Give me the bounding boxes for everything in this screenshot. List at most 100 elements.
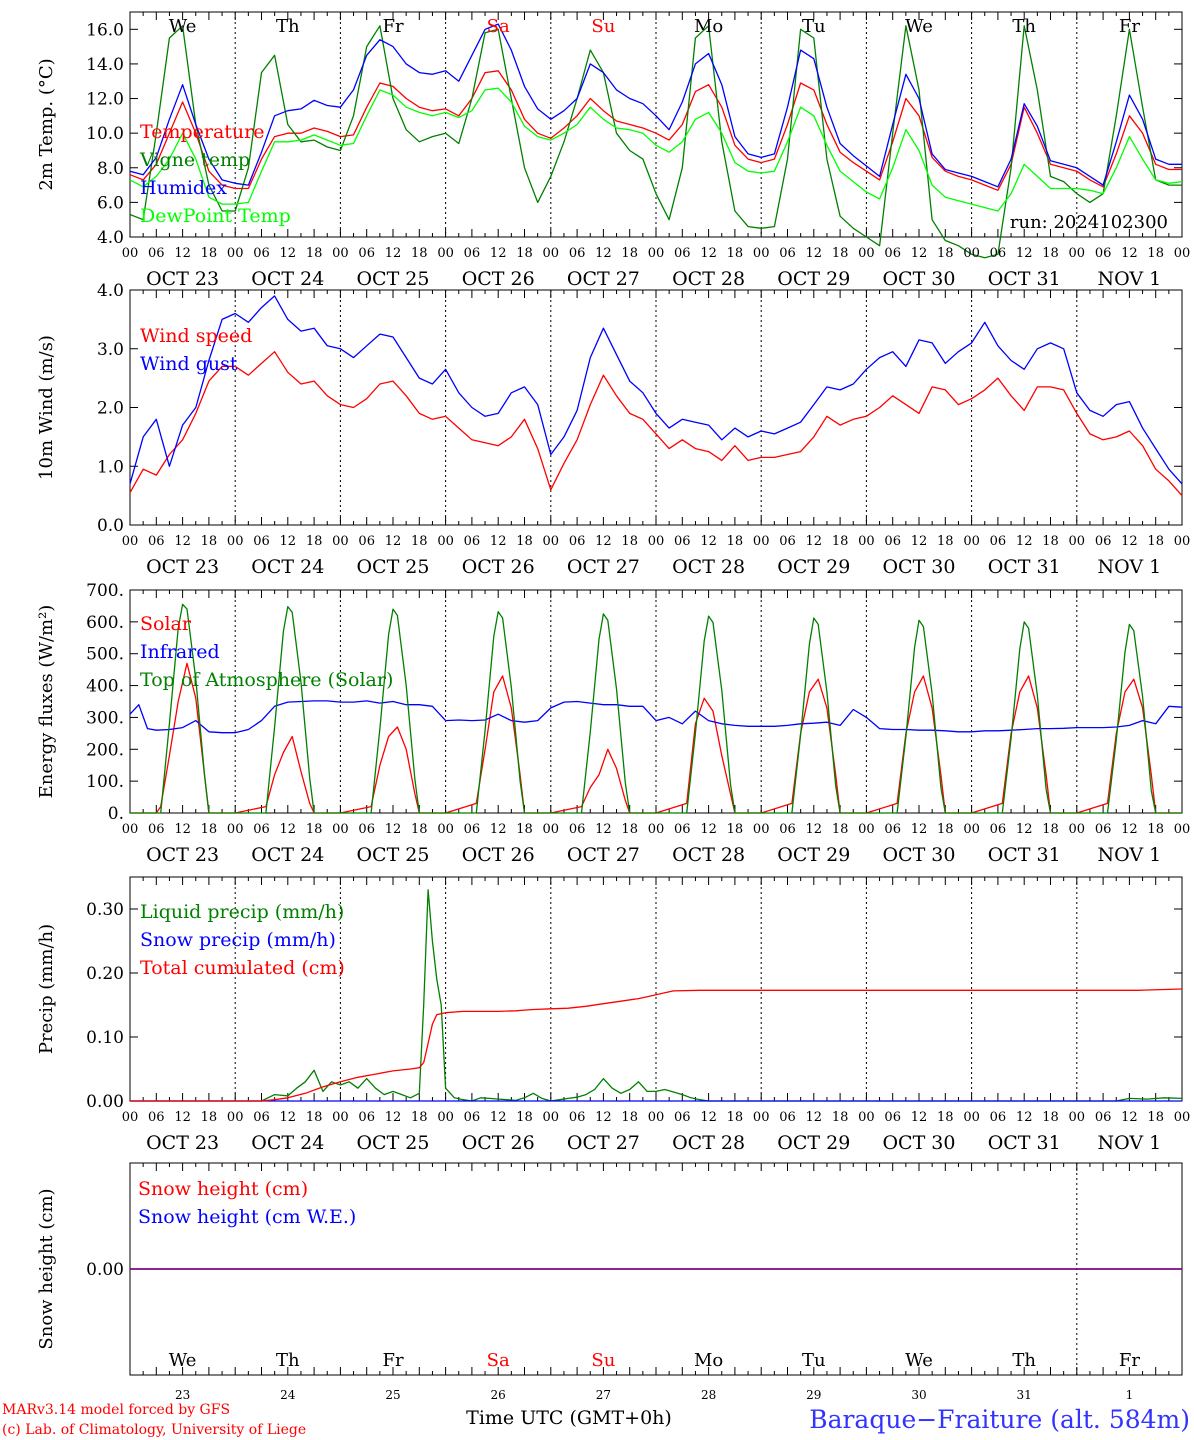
y-tick-label: 3.0 [97, 340, 124, 360]
hour-tick-label: 06 [1095, 1110, 1112, 1125]
temperature-panel: 4.0 6.0 8.0 10.0 12.0 14.0 16.0 2m Temp. (°C) Te… [36, 11, 1190, 290]
hour-tick-label: 12 [806, 822, 823, 837]
date-label: OCT 29 [777, 556, 850, 578]
hour-tick-label: 06 [464, 1110, 481, 1125]
hour-tick-label: 00 [122, 246, 139, 261]
hour-tick-label: 06 [779, 822, 796, 837]
date-label: OCT 27 [567, 556, 640, 578]
hour-tick-label: 12 [280, 534, 297, 549]
hour-tick-label: 12 [385, 1110, 402, 1125]
date-label: OCT 30 [882, 556, 955, 578]
hour-tick-label: 00 [437, 1110, 454, 1125]
day-number-label: 28 [701, 1388, 716, 1402]
hour-tick-label: 06 [674, 534, 691, 549]
date-label: NOV 1 [1098, 1132, 1162, 1154]
hour-tick-label: 12 [1016, 1110, 1033, 1125]
hour-tick-label: 18 [516, 822, 533, 837]
date-label: OCT 23 [146, 844, 219, 866]
hour-tick-label: 00 [122, 534, 139, 549]
weekday-label: We [169, 1350, 197, 1371]
y-tick-label: 4.0 [97, 281, 124, 301]
hour-tick-label: 06 [884, 1110, 901, 1125]
day-number-label: 25 [385, 1388, 400, 1402]
hour-tick-label: 00 [858, 822, 875, 837]
legend-entry: Wind gust [140, 353, 238, 375]
hour-tick-label: 12 [700, 1110, 717, 1125]
hour-tick-label: 12 [385, 246, 402, 261]
y-tick-label: 500. [86, 645, 124, 665]
hour-tick-label: 00 [332, 822, 349, 837]
date-label: NOV 1 [1098, 556, 1162, 578]
hour-tick-label: 06 [1095, 822, 1112, 837]
hour-tick-label: 06 [674, 246, 691, 261]
hour-tick-label: 00 [648, 822, 665, 837]
y-tick-label: 200. [86, 740, 124, 760]
hour-tick-label: 18 [306, 1110, 323, 1125]
hour-tick-label: 12 [1121, 534, 1138, 549]
weekday-label: We [905, 1350, 933, 1371]
hour-tick-label: 00 [543, 822, 560, 837]
day-number-label: 27 [596, 1388, 611, 1402]
hour-tick-label: 18 [727, 534, 744, 549]
hour-tick-label: 18 [832, 246, 849, 261]
series-line-vigne-temp [129, 25, 1182, 259]
hour-tick-label: 18 [1147, 1110, 1164, 1125]
weekday-label: Fr [382, 16, 403, 37]
hour-tick-label: 12 [490, 534, 507, 549]
date-label: OCT 28 [672, 268, 745, 290]
model-credit-text: MARv3.14 model forced by GFS [2, 1402, 230, 1418]
hour-tick-label: 18 [937, 246, 954, 261]
hour-tick-label: 00 [648, 1110, 665, 1125]
weekday-label: Th [1012, 1350, 1036, 1371]
hour-tick-label: 18 [1042, 534, 1059, 549]
hour-tick-label: 18 [201, 1110, 218, 1125]
weekday-label: Sa [487, 16, 510, 37]
date-label: OCT 26 [462, 268, 535, 290]
hour-tick-label: 00 [963, 1110, 980, 1125]
hour-tick-label: 12 [280, 246, 297, 261]
weekday-label: Su [591, 1350, 615, 1371]
day-number-label: 23 [175, 1388, 190, 1402]
legend-entry: Top of Atmosphere (Solar) [140, 669, 393, 691]
weekday-label: Mo [694, 16, 723, 37]
hour-tick-label: 06 [779, 534, 796, 549]
date-label: OCT 25 [356, 844, 429, 866]
hour-tick-label: 12 [1121, 822, 1138, 837]
weekday-label: Fr [1119, 16, 1140, 37]
y-axis-label: Precip (mm/h) [36, 924, 57, 1054]
date-label: OCT 24 [251, 556, 324, 578]
y-tick-label: 8.0 [97, 159, 124, 179]
hour-tick-label: 00 [227, 246, 244, 261]
hour-tick-label: 12 [280, 822, 297, 837]
series-line-temperature [129, 70, 1182, 191]
hour-tick-label: 06 [148, 534, 165, 549]
weekday-label: Su [591, 16, 615, 37]
legend-entry: Humidex [140, 177, 227, 199]
hour-tick-label: 00 [122, 1110, 139, 1125]
hour-tick-label: 12 [1016, 246, 1033, 261]
weekday-label: Th [276, 1350, 300, 1371]
date-label: OCT 23 [146, 268, 219, 290]
hour-tick-label: 18 [727, 822, 744, 837]
hour-tick-label: 06 [358, 1110, 375, 1125]
hour-tick-label: 06 [779, 1110, 796, 1125]
hour-tick-label: 12 [174, 822, 191, 837]
hour-tick-label: 12 [490, 822, 507, 837]
hour-tick-label: 06 [990, 822, 1007, 837]
hour-tick-label: 18 [1147, 822, 1164, 837]
hour-tick-label: 12 [385, 534, 402, 549]
day-number-label: 26 [491, 1388, 506, 1402]
date-label: OCT 28 [672, 556, 745, 578]
y-tick-label: 0.10 [86, 1028, 124, 1048]
weekday-label: We [905, 16, 933, 37]
weekday-label: Tu [802, 16, 826, 37]
hour-tick-label: 18 [201, 534, 218, 549]
series-line-top-of-atmosphere-solar [130, 603, 1182, 814]
hour-tick-label: 06 [569, 534, 586, 549]
y-tick-label: 300. [86, 708, 124, 728]
hour-tick-label: 12 [700, 822, 717, 837]
hour-tick-label: 06 [674, 1110, 691, 1125]
weekday-label: Mo [694, 1350, 723, 1371]
legend-entry: Snow height (cm W.E.) [138, 1206, 356, 1228]
